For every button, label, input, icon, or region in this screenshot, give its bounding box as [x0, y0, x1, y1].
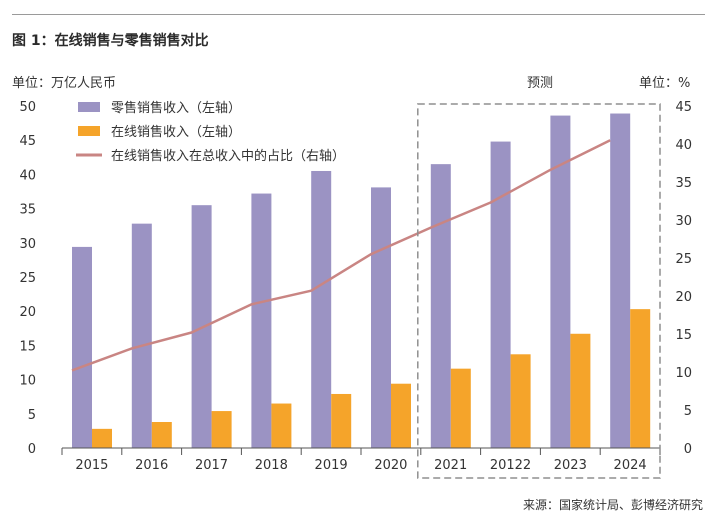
top-divider	[12, 14, 705, 15]
x-axis-tick: 2015	[75, 458, 108, 473]
left-axis-tick: 10	[19, 374, 36, 389]
x-axis-tick: 2018	[255, 458, 288, 473]
retail-bar	[72, 246, 92, 448]
right-axis-unit: 单位：%	[639, 76, 691, 91]
x-axis-tick: 2016	[135, 458, 168, 473]
retail-bar	[490, 141, 511, 448]
retail-bar	[131, 223, 152, 448]
left-axis-tick: 35	[19, 203, 36, 218]
right-axis-tick: 35	[675, 176, 692, 191]
left-axis-tick: 5	[28, 408, 36, 423]
x-axis-tick: 2017	[195, 458, 228, 473]
x-axis-tick: 2024	[614, 458, 647, 473]
right-axis-tick: 40	[675, 138, 692, 153]
online-bar	[391, 383, 411, 448]
retail-bar	[550, 115, 571, 449]
retail-bar	[251, 193, 272, 448]
right-axis-tick: 30	[675, 214, 692, 229]
x-axis-tick: 2021	[434, 458, 467, 473]
legend-label: 零售销售收入（左轴）	[111, 100, 241, 116]
forecast-box	[417, 103, 661, 479]
right-axis-tick: 0	[684, 442, 692, 457]
x-axis-tick: 20122	[490, 458, 531, 473]
retail-bar	[430, 164, 451, 448]
left-axis-tick: 0	[28, 442, 36, 457]
online-bar	[450, 368, 471, 448]
left-axis-tick: 20	[19, 305, 36, 320]
retail-bar	[311, 170, 332, 449]
online-bar	[510, 354, 531, 448]
legend-swatch-online	[78, 126, 100, 136]
legend-swatch-retail	[78, 102, 100, 112]
x-axis-tick: 2019	[315, 458, 348, 473]
legend-label: 在线销售收入（左轴）	[111, 124, 241, 140]
online-bar	[271, 403, 292, 448]
left-axis-tick: 25	[19, 271, 36, 286]
left-axis-unit: 单位：万亿人民币	[12, 76, 117, 91]
forecast-label: 预测	[527, 76, 554, 91]
online-bar	[151, 422, 172, 448]
right-axis-tick: 25	[675, 252, 692, 267]
x-axis-tick: 2020	[374, 458, 407, 473]
right-axis-tick: 10	[675, 366, 692, 381]
online-bar	[211, 411, 232, 448]
source-note: 来源：国家统计局、彭博经济研究	[522, 498, 703, 512]
online-bar	[331, 393, 352, 448]
online-bar	[630, 309, 651, 448]
chart-title: 图 1：在线销售与零售销售对比	[12, 33, 209, 49]
retail-bar	[371, 187, 391, 448]
right-axis-tick: 45	[675, 100, 692, 115]
online-bar	[570, 333, 591, 448]
retail-bar	[610, 113, 631, 449]
left-axis-tick: 15	[19, 339, 36, 354]
legend-label: 在线销售收入在总收入中的占比（右轴）	[111, 148, 345, 164]
right-axis-tick: 20	[675, 290, 692, 305]
left-axis-tick: 30	[19, 237, 36, 252]
right-axis-tick: 5	[684, 404, 692, 419]
left-axis-tick: 45	[19, 134, 36, 149]
share-line	[71, 139, 611, 372]
online-bar	[92, 428, 112, 448]
left-axis-tick: 40	[19, 168, 36, 183]
left-axis-tick: 50	[19, 100, 36, 115]
x-axis-tick: 2023	[554, 458, 587, 473]
right-axis-tick: 15	[675, 328, 692, 343]
